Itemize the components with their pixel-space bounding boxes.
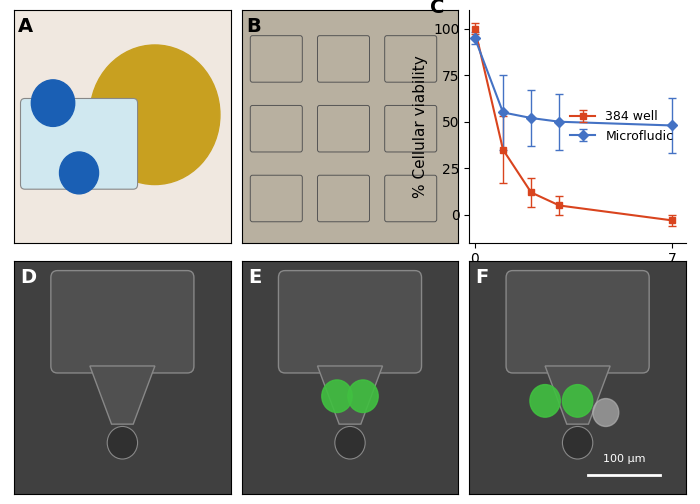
Circle shape <box>562 426 593 459</box>
FancyBboxPatch shape <box>506 271 649 373</box>
Text: 100 μm: 100 μm <box>603 454 645 464</box>
Circle shape <box>562 385 593 417</box>
Polygon shape <box>545 366 610 424</box>
Text: A: A <box>18 17 34 36</box>
Circle shape <box>32 80 75 127</box>
Text: F: F <box>476 268 489 287</box>
FancyBboxPatch shape <box>279 271 421 373</box>
X-axis label: Days post FACS: Days post FACS <box>518 272 637 287</box>
Text: D: D <box>20 268 36 287</box>
Legend: 384 well, Microfludic: 384 well, Microfludic <box>564 104 680 149</box>
Text: C: C <box>430 0 444 18</box>
Circle shape <box>348 380 378 412</box>
Circle shape <box>60 152 99 194</box>
Text: B: B <box>246 17 260 36</box>
Circle shape <box>530 385 560 417</box>
Y-axis label: % Cellular viability: % Cellular viability <box>412 55 428 198</box>
Circle shape <box>322 380 352 412</box>
Text: E: E <box>248 268 261 287</box>
FancyBboxPatch shape <box>20 98 138 189</box>
FancyBboxPatch shape <box>51 271 194 373</box>
Circle shape <box>593 399 619 426</box>
Polygon shape <box>90 366 155 424</box>
Circle shape <box>90 45 220 184</box>
Polygon shape <box>318 366 382 424</box>
Circle shape <box>335 426 365 459</box>
Circle shape <box>107 426 138 459</box>
